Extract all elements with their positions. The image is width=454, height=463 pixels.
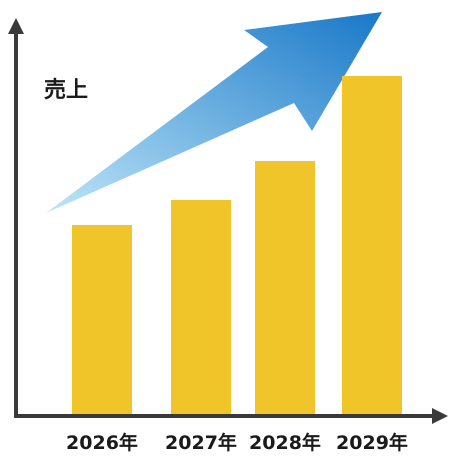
bar-2029年 bbox=[342, 76, 402, 416]
bar-2026年 bbox=[72, 225, 132, 416]
y-axis-arrowhead bbox=[8, 18, 24, 34]
x-tick-label: 2026年 bbox=[66, 431, 138, 454]
y-axis-label: 売上 bbox=[44, 78, 89, 103]
bar-2028年 bbox=[255, 161, 315, 416]
x-axis-arrowhead bbox=[432, 408, 448, 424]
x-tick-label: 2028年 bbox=[249, 431, 321, 454]
trend-arrow bbox=[46, 12, 382, 213]
x-tick-label: 2027年 bbox=[165, 431, 237, 454]
bar-2027年 bbox=[171, 200, 231, 416]
x-tick-label: 2029年 bbox=[336, 431, 408, 454]
